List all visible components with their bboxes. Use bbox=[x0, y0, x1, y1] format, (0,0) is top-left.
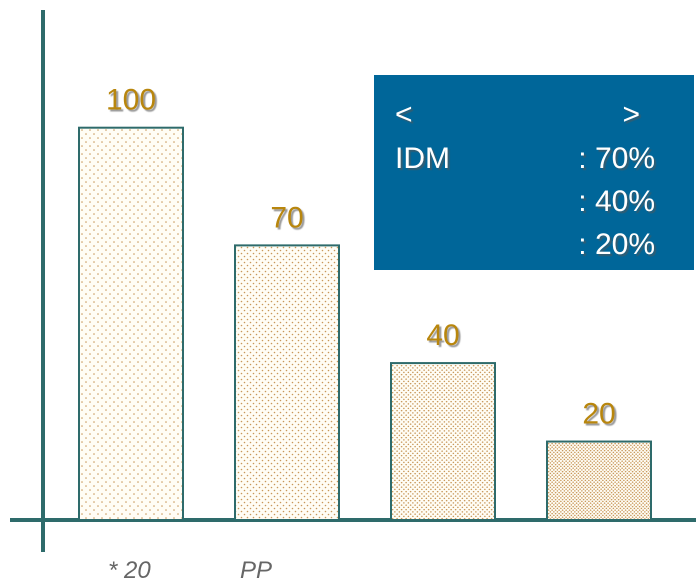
box-text: < bbox=[395, 98, 413, 131]
bar bbox=[78, 126, 184, 521]
box-text: : 20% bbox=[578, 228, 655, 261]
value-label: 100 bbox=[106, 84, 156, 117]
bar bbox=[390, 362, 496, 522]
info-box bbox=[374, 75, 694, 270]
box-text: : 70% bbox=[578, 142, 655, 175]
box-text: : 40% bbox=[578, 185, 655, 218]
box-text: > bbox=[622, 98, 640, 131]
footnote: PP bbox=[240, 557, 272, 584]
bar bbox=[234, 244, 340, 521]
bar bbox=[546, 440, 652, 521]
footnote: * 20 bbox=[108, 557, 151, 584]
value-label: 40 bbox=[426, 319, 459, 352]
value-label: 70 bbox=[270, 201, 303, 234]
value-label: 20 bbox=[582, 398, 615, 431]
box-text: IDM bbox=[395, 142, 450, 175]
